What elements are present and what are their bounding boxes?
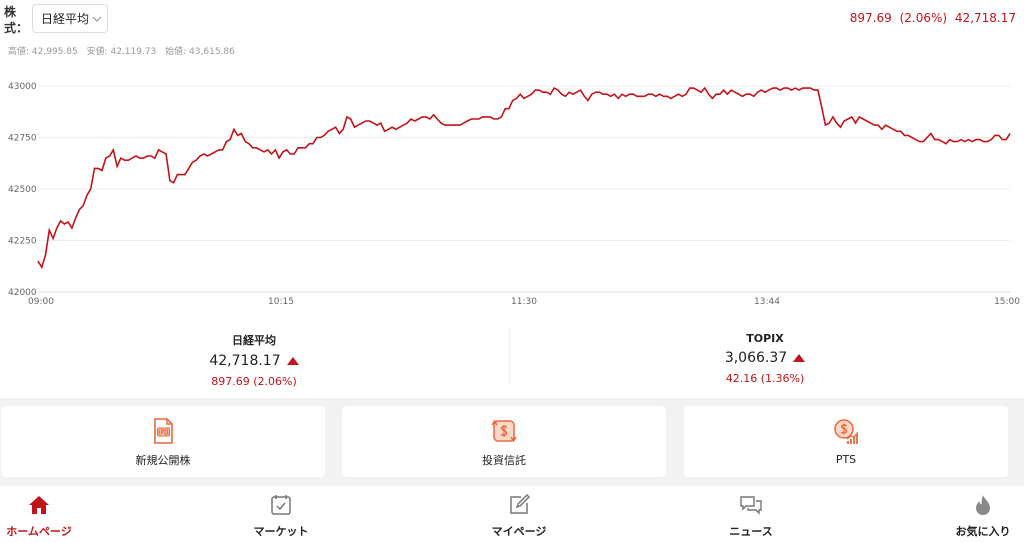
nav-label: ニュース [729, 524, 773, 538]
intraday-chart: 42000 42250 42500 42750 43000 09:00 10:15 11:3… [8, 82, 1020, 307]
chevron-down-icon [92, 16, 102, 22]
x-tick-label: 09:00 [28, 297, 54, 307]
header-price: 42,718.17 [954, 11, 1016, 25]
index-selector-value: 日経平均 [41, 12, 90, 26]
header-quote: 897.69 (2.06%) 42,718.17 [850, 11, 1016, 25]
home-icon [29, 495, 49, 514]
nav-label: お気に入り [955, 524, 1011, 538]
header-change-pct: (2.06%) [899, 11, 948, 25]
bottom-nav: ホームページ マーケット マイページ ニュース [0, 488, 1024, 543]
index-name: 日経平均 [232, 334, 276, 347]
x-tick-label: 11:30 [511, 297, 537, 307]
y-tick-label: 42500 [8, 185, 37, 195]
nav-label: ホームページ [6, 524, 72, 538]
index-value: 3,066.37 [724, 350, 788, 366]
y-tick-label: 42250 [8, 237, 37, 247]
stat-open: 始値: 43,615.86 [165, 47, 235, 57]
index-selector[interactable]: 日経平均 [32, 4, 108, 33]
index-name: TOPIX [746, 332, 784, 345]
nav-label: マイページ [491, 524, 547, 538]
index-change: 42.16 (1.36%) [725, 372, 805, 385]
up-arrow-icon [286, 357, 299, 365]
news-icon [740, 495, 762, 515]
fund-icon [491, 419, 517, 442]
stat-low: 安値: 42,119.73 [86, 47, 157, 57]
nav-item-favorite[interactable]: お気に入り [944, 488, 1022, 543]
index-value: 42,718.17 [209, 353, 281, 369]
series-line [37, 86, 1011, 270]
ipo-icon [154, 417, 173, 444]
nav-item-market[interactable]: マーケット [242, 488, 320, 543]
up-arrow-icon [793, 354, 806, 362]
nav-item-mypage[interactable]: マイページ [480, 488, 558, 543]
divider [509, 328, 510, 384]
favorite-icon [976, 494, 990, 515]
mypage-icon [510, 493, 531, 514]
market-icon [271, 494, 291, 515]
card-ipo[interactable]: 新規公開株 [1, 406, 325, 477]
market-label: 株式： [4, 5, 29, 35]
price-stats: 高値: 42,995.85 安値: 42,119.73 始値: 43,615.8… [8, 44, 241, 57]
nav-item-home[interactable]: ホームページ [0, 488, 78, 543]
x-tick-label: 10:15 [268, 297, 294, 307]
y-tick-label: 42750 [8, 134, 37, 144]
stat-high: 高値: 42,995.85 [8, 47, 78, 57]
y-tick-label: 43000 [8, 82, 37, 92]
nav-label: マーケット [253, 524, 309, 538]
header-change: 897.69 [849, 11, 892, 25]
x-tick-label: 13:44 [754, 297, 780, 307]
index-change: 897.69 (2.06%) [211, 375, 297, 388]
pts-icon [834, 419, 859, 444]
card-pts[interactable]: PTS [684, 406, 1008, 477]
card-label: PTS [835, 453, 857, 466]
y-tick-label: 42000 [8, 288, 37, 298]
nav-item-news[interactable]: ニュース [712, 488, 790, 543]
card-fund[interactable]: 投資信託 [342, 406, 666, 477]
index-summary-nikkei[interactable]: 日経平均 42,718.17 897.69 (2.06%) [104, 332, 404, 388]
card-label: 新規公開株 [135, 453, 191, 467]
card-label: 投資信託 [482, 453, 526, 467]
index-summary-topix[interactable]: TOPIX 3,066.37 42.16 (1.36%) [615, 332, 915, 385]
x-tick-label: 15:00 [994, 297, 1020, 307]
